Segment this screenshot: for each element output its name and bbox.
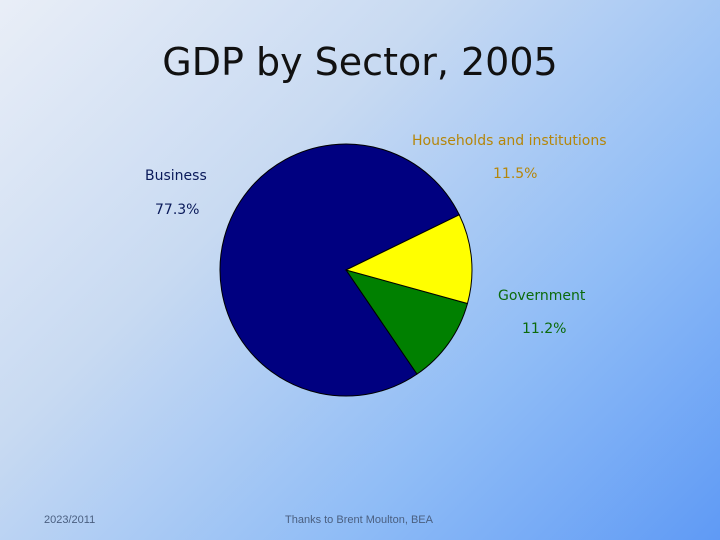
footer-credit: Thanks to Brent Moulton, BEA — [285, 514, 433, 526]
slice-households — [344, 214, 473, 305]
chart-title: GDP by Sector, 2005 — [162, 40, 558, 84]
label-government-name: Government — [498, 288, 586, 304]
label-households-value: 11.5% — [493, 166, 538, 182]
slice-government — [344, 269, 469, 375]
label-households-name: Households and institutions — [412, 133, 607, 149]
label-business-value: 77.3% — [155, 202, 200, 218]
footer-date: 2023/2011 — [44, 514, 96, 526]
label-business-name: Business — [145, 168, 207, 184]
slice-business — [219, 143, 460, 397]
label-government-value: 11.2% — [522, 321, 567, 337]
